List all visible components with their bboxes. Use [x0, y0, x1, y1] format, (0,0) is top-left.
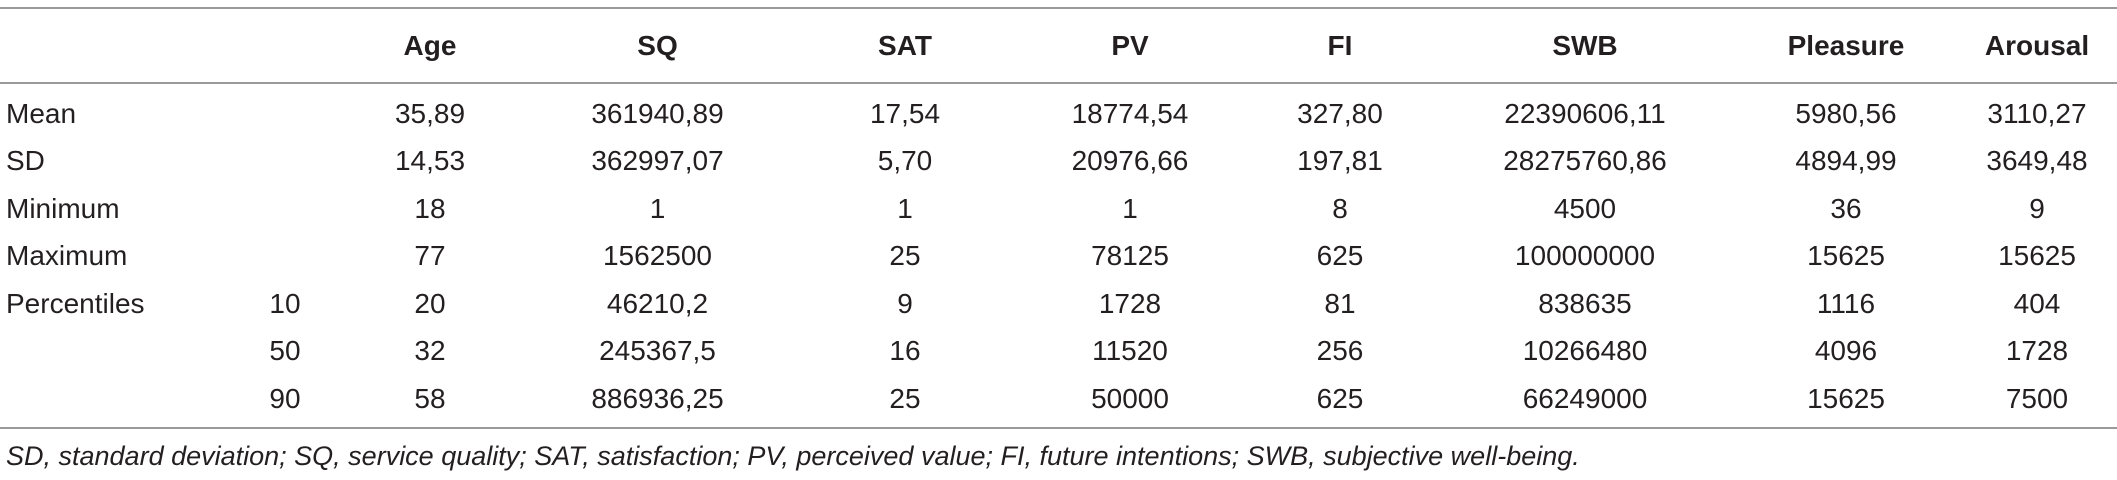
table-row: Maximum 77 1562500 25 78125 625 10000000… — [0, 233, 2117, 281]
table-cell: 9 — [897, 287, 913, 319]
table-cell: 1728 — [1098, 287, 1162, 319]
table-cell: 36 — [1830, 192, 1862, 224]
table-cell: 886936,25 — [591, 382, 724, 414]
table-row: 50 32 245367,5 16 11520 256 10266480 409… — [0, 328, 2117, 376]
table-cell: 7500 — [2005, 382, 2069, 414]
table-cell: 1728 — [2005, 335, 2069, 367]
header-cell-pv: PV — [1111, 29, 1149, 61]
table-row: Minimum 18 1 1 1 8 4500 36 9 — [0, 185, 2117, 233]
table-cell: 404 — [2013, 287, 2061, 319]
percentile-cell: 10 — [269, 287, 301, 319]
table-cell: 10266480 — [1522, 335, 1648, 367]
row-label-cell — [0, 328, 230, 376]
percentile-cell: 90 — [269, 382, 301, 414]
percentile-cell — [230, 185, 340, 233]
row-label-cell: SD — [6, 145, 45, 177]
table-cell: 256 — [1316, 335, 1364, 367]
table-cell: 81 — [1324, 287, 1356, 319]
table-cell: 100000000 — [1514, 240, 1656, 272]
table-footnote: SD, standard deviation; SQ, service qual… — [6, 441, 1580, 471]
table-cell: 25 — [889, 382, 921, 414]
row-label-cell: Minimum — [6, 192, 120, 224]
table-cell: 50000 — [1091, 382, 1169, 414]
table-cell: 4894,99 — [1795, 145, 1897, 177]
table-cell: 1 — [897, 192, 913, 224]
header-cell-age: Age — [403, 29, 457, 61]
table-cell: 28275760,86 — [1503, 145, 1667, 177]
table-cell: 838635 — [1538, 287, 1632, 319]
table-cell: 22390606,11 — [1504, 97, 1666, 129]
header-cell-arousal: Arousal — [1984, 29, 2090, 61]
table-cell: 625 — [1316, 382, 1364, 414]
header-cell-pleasure: Pleasure — [1787, 29, 1905, 61]
table-cell: 18774,54 — [1071, 97, 1189, 129]
table-row: Percentiles 10 20 46210,2 9 1728 81 8386… — [0, 280, 2117, 328]
table-cell: 1 — [649, 192, 666, 224]
table-cell: 77 — [414, 240, 446, 272]
percentile-cell — [230, 233, 340, 281]
table-cell: 17,54 — [869, 97, 941, 129]
percentile-cell — [230, 83, 340, 138]
table-cell: 327,80 — [1297, 97, 1383, 129]
table-cell: 15625 — [1998, 240, 2076, 272]
row-label-cell: Percentiles — [6, 287, 145, 319]
row-label-cell: Maximum — [6, 240, 128, 272]
table-cell: 3649,48 — [1986, 145, 2088, 177]
table-cell: 361940,89 — [591, 97, 724, 129]
table-cell: 1562500 — [602, 240, 712, 272]
header-row: Age SQ SAT PV FI SWB Pleasure Arousal — [0, 8, 2117, 83]
table-body: Mean 35,89 361940,89 17,54 18774,54 327,… — [0, 83, 2117, 428]
table-cell: 14,53 — [394, 145, 466, 177]
table-cell: 15625 — [1807, 240, 1885, 272]
table-cell: 9 — [2029, 192, 2045, 224]
table-row: Mean 35,89 361940,89 17,54 18774,54 327,… — [0, 83, 2117, 138]
header-cell-sq: SQ — [637, 29, 678, 61]
table-cell: 11520 — [1092, 335, 1168, 367]
table-cell: 20 — [414, 287, 446, 319]
table-cell: 4096 — [1814, 335, 1878, 367]
percentile-cell — [230, 138, 340, 186]
statistics-table-container: Age SQ SAT PV FI SWB Pleasure Arousal Me… — [0, 7, 2117, 429]
table-cell: 1116 — [1816, 287, 1876, 319]
table-cell: 25 — [889, 240, 921, 272]
table-cell: 18 — [414, 192, 446, 224]
table-cell: 3110,27 — [1987, 97, 2087, 129]
table-cell: 245367,5 — [599, 335, 716, 367]
percentile-cell: 50 — [269, 335, 301, 367]
header-cell-row-label — [0, 8, 230, 83]
row-label-cell — [0, 375, 230, 428]
table-cell: 78125 — [1091, 240, 1169, 272]
table-cell: 15625 — [1807, 382, 1885, 414]
row-label-cell: Mean — [6, 97, 77, 129]
table-cell: 66249000 — [1522, 382, 1648, 414]
table-cell: 4500 — [1553, 192, 1617, 224]
header-cell-fi: FI — [1327, 29, 1353, 61]
table-cell: 197,81 — [1297, 145, 1383, 177]
table-cell: 16 — [889, 335, 921, 367]
table-cell: 625 — [1316, 240, 1364, 272]
table-cell: 32 — [414, 335, 446, 367]
table-row: SD 14,53 362997,07 5,70 20976,66 197,81 … — [0, 138, 2117, 186]
header-cell-swb: SWB — [1552, 29, 1618, 61]
table-cell: 5,70 — [877, 145, 933, 177]
table-cell: 35,89 — [394, 97, 466, 129]
table-cell: 20976,66 — [1071, 145, 1189, 177]
header-cell-percentile — [230, 8, 340, 83]
table-row: 90 58 886936,25 25 50000 625 66249000 15… — [0, 375, 2117, 428]
table-cell: 5980,56 — [1795, 97, 1897, 129]
table-cell: 46210,2 — [606, 287, 709, 319]
header-cell-sat: SAT — [878, 29, 932, 61]
table-cell: 1 — [1122, 192, 1138, 224]
table-cell: 8 — [1332, 192, 1348, 224]
table-cell: 362997,07 — [591, 145, 724, 177]
descriptive-statistics-table: Age SQ SAT PV FI SWB Pleasure Arousal Me… — [0, 7, 2117, 429]
table-cell: 58 — [414, 382, 446, 414]
table-header: Age SQ SAT PV FI SWB Pleasure Arousal — [0, 8, 2117, 83]
